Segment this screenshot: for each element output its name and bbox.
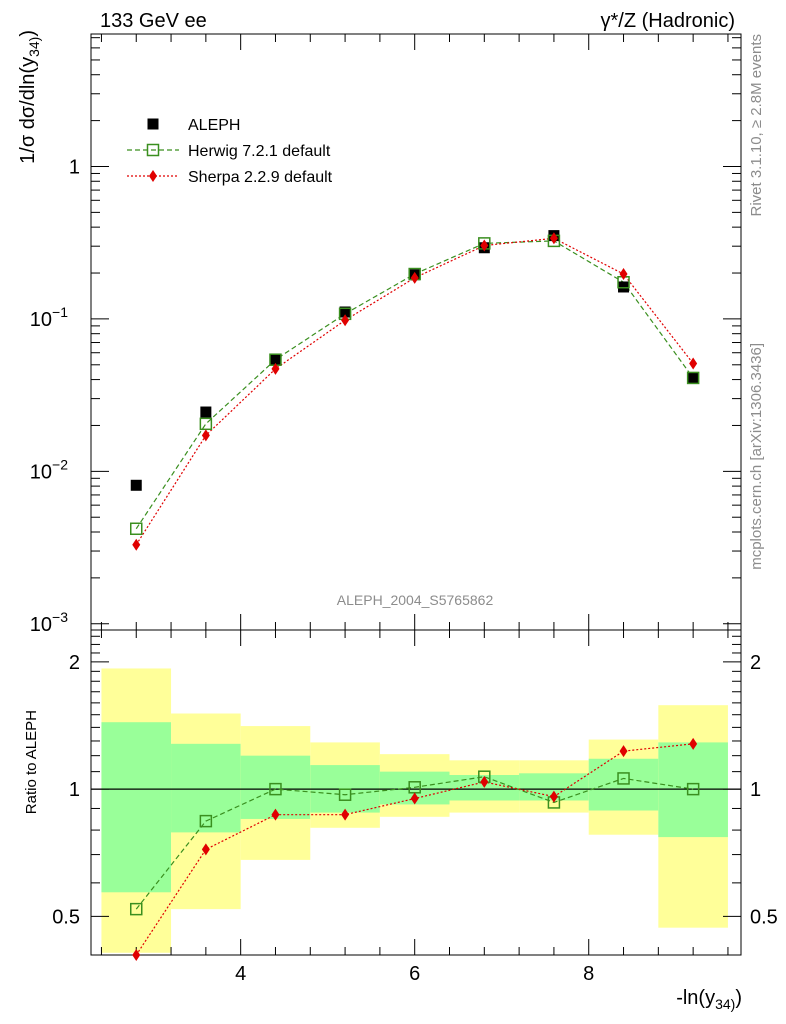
herwig-ratio-line [135, 776, 694, 910]
herwig-ratio-point [338, 788, 352, 801]
legend-label: Sherpa 2.2.9 default [188, 169, 333, 186]
sherpa-ratio-point [689, 737, 698, 750]
ratio-plot-frame [90, 629, 742, 956]
aleph-point [618, 281, 630, 293]
x-tick-label: 4 [235, 963, 246, 985]
sherpa-point [341, 314, 350, 327]
herwig-point [129, 522, 143, 536]
herwig-point [199, 417, 213, 431]
sherpa-ratio-point [480, 775, 489, 788]
main-plot-panel: 10−3 10−2 10−1 1 ALEPH_2004_S5765862 ALEPH Her… [30, 33, 742, 646]
x-axis-label: -ln(y34)) [676, 987, 742, 1012]
legend-label: Herwig 7.2.1 default [188, 143, 331, 160]
herwig-ratio-point [617, 772, 630, 785]
aleph-point [130, 479, 142, 491]
y-tick-label: 10−1 [30, 304, 68, 331]
process-label: γ*/Z (Hadronic) [601, 10, 735, 32]
y-tick-label-right: 1 [750, 779, 761, 801]
x-tick-label: 8 [583, 963, 594, 985]
legend-aleph-marker [147, 118, 159, 130]
aleph-point [687, 372, 699, 384]
energy-label: 133 GeV ee [100, 10, 207, 32]
herwig-line [135, 240, 694, 530]
y-tick-label: 10−3 [30, 609, 68, 636]
sherpa-ratio-point [201, 843, 210, 856]
y-tick-label: 1 [69, 779, 80, 801]
y-tick-label: 1 [69, 156, 80, 178]
aleph-point [269, 354, 281, 366]
sherpa-point [549, 232, 558, 245]
herwig-point [686, 371, 700, 385]
ratio-y-axis-label: Ratio to ALEPH [23, 710, 40, 814]
legend: ALEPH Herwig 7.2.1 default Sherpa 2.2.9 de… [127, 117, 333, 186]
analysis-watermark: ALEPH_2004_S5765862 [337, 592, 494, 608]
legend-label: ALEPH [188, 117, 240, 134]
sherpa-ratio-point [341, 808, 350, 821]
herwig-ratio-point [686, 782, 700, 796]
main-y-axis-label: 1/σ dσ/dln(y34)) [17, 30, 42, 164]
source-label: mcplots.cern.ch [arXiv:1306.3436] [748, 343, 765, 570]
sherpa-line [135, 237, 694, 546]
rivet-label: Rivet 3.1.10, ≥ 2.8M events [748, 34, 765, 217]
sherpa-point [410, 271, 419, 284]
aleph-point [339, 306, 351, 318]
herwig-ratio-point [269, 782, 282, 796]
y-tick-label-right: 0.5 [750, 906, 778, 928]
sherpa-ratio-point [271, 808, 280, 821]
y-tick-label: 2 [69, 652, 80, 674]
aleph-point [200, 406, 212, 418]
sherpa-ratio-point [410, 792, 419, 805]
error-band-inner [240, 755, 311, 819]
sherpa-ratio-point [132, 949, 141, 961]
error-band-inner [101, 722, 172, 893]
y-tick-label-right: 2 [750, 652, 761, 674]
sherpa-ratio-point [549, 790, 558, 803]
ratio-plot-panel: 4 6 8 0.5 0.5 1 1 2 2 [52, 629, 778, 985]
sherpa-point [619, 268, 628, 281]
y-tick-label: 10−2 [30, 456, 68, 483]
herwig-ratio-point [199, 814, 213, 828]
sherpa-point [271, 362, 280, 375]
y-tick-label: 0.5 [52, 906, 80, 928]
sherpa-point [201, 429, 210, 442]
sherpa-point [480, 239, 489, 252]
legend-herwig-marker [146, 143, 160, 157]
sherpa-point [132, 538, 141, 551]
sherpa-ratio-point [619, 745, 628, 758]
herwig-ratio-point [129, 902, 143, 916]
x-tick-label: 6 [409, 963, 420, 985]
sherpa-point [689, 357, 698, 370]
error-band-inner [171, 743, 241, 833]
legend-sherpa-marker [149, 170, 157, 182]
